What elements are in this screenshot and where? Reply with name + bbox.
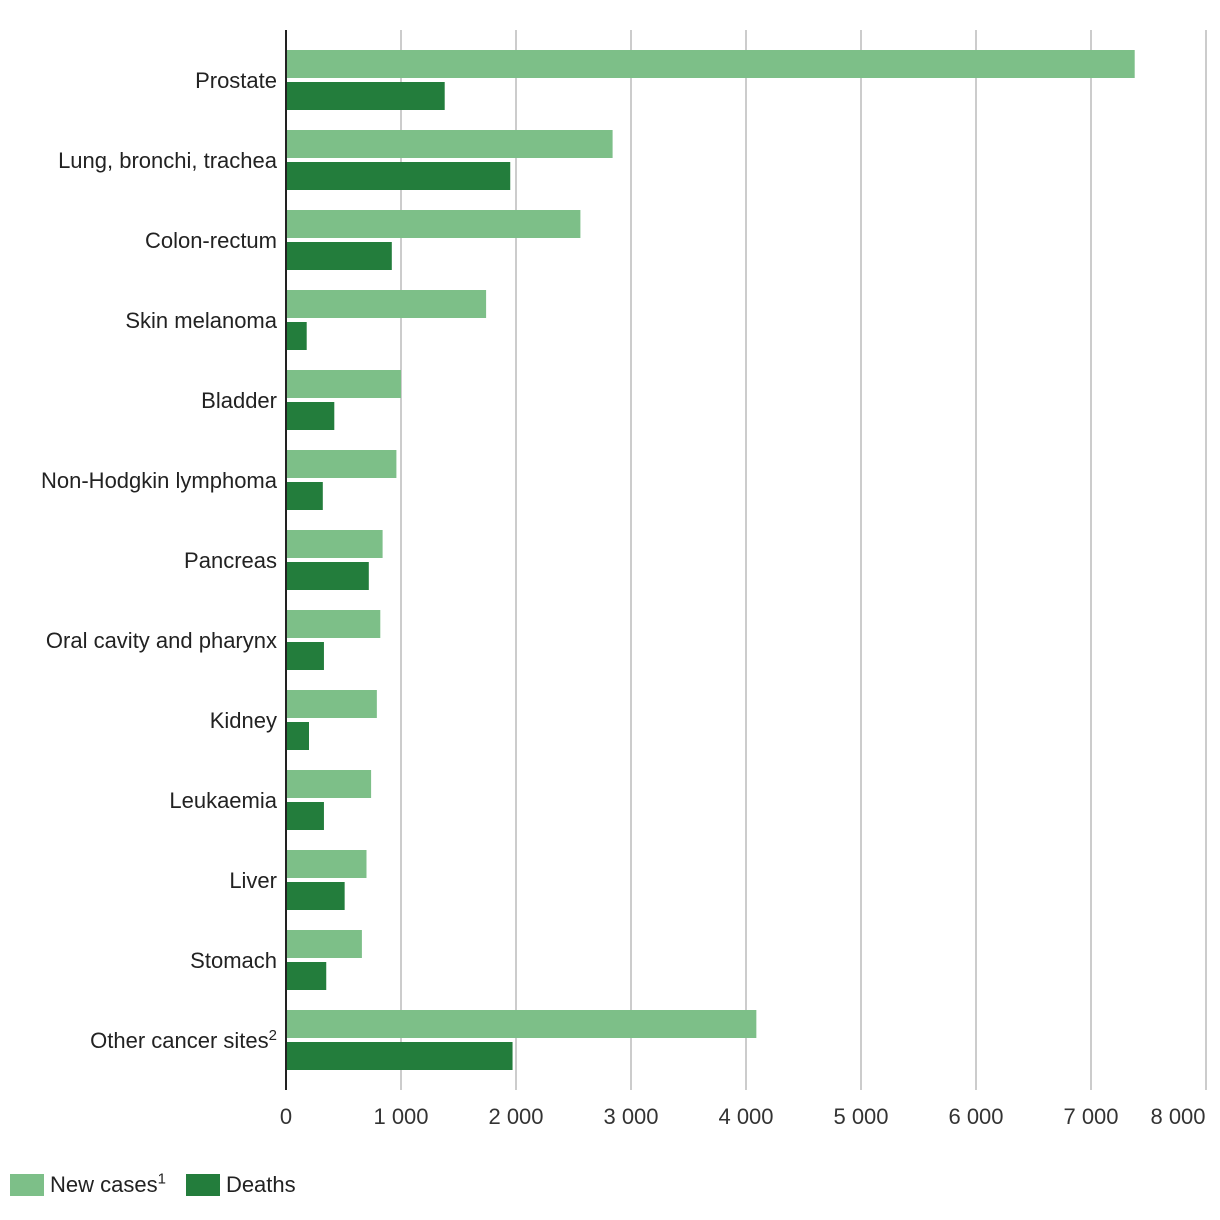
bar-new-cases: [286, 50, 1135, 78]
bar-deaths: [286, 882, 345, 910]
category-label: Kidney: [210, 708, 277, 733]
x-tick-label: 7 000: [1063, 1104, 1118, 1129]
category-label: Lung, bronchi, trachea: [58, 148, 278, 173]
bar-deaths: [286, 642, 324, 670]
bar-deaths: [286, 962, 327, 990]
bar-new-cases: [286, 210, 581, 238]
x-tick-label: 0: [280, 1104, 292, 1129]
category-label: Liver: [229, 868, 277, 893]
x-tick-label: 5 000: [833, 1104, 888, 1129]
category-label: Non-Hodgkin lymphoma: [41, 468, 278, 493]
bar-deaths: [286, 402, 335, 430]
bar-deaths: [286, 322, 307, 350]
category-label: Other cancer sites2: [90, 1027, 277, 1053]
category-label: Skin melanoma: [125, 308, 277, 333]
bar-new-cases: [286, 450, 397, 478]
bar-new-cases: [286, 610, 381, 638]
x-tick-label: 6 000: [948, 1104, 1003, 1129]
category-label: Pancreas: [184, 548, 277, 573]
category-label: Prostate: [195, 68, 277, 93]
x-tick-label: 4 000: [718, 1104, 773, 1129]
x-tick-label: 8 000: [1150, 1104, 1205, 1129]
bar-chart: Prostate Lung, bronchi, trachea Colon-rect…: [41, 30, 1207, 1129]
bar-new-cases: [286, 1010, 757, 1038]
bar-deaths: [286, 562, 369, 590]
bar-new-cases: [286, 290, 487, 318]
category-label: Colon-rectum: [145, 228, 277, 253]
legend-swatch-deaths: [185, 1174, 220, 1196]
bar-new-cases: [286, 850, 367, 878]
bar-deaths: [286, 722, 309, 750]
bar-deaths: [286, 802, 324, 830]
legend-swatch-new-cases: [10, 1174, 44, 1196]
bar-deaths: [286, 482, 323, 510]
bar-new-cases: [286, 130, 613, 158]
bar-new-cases: [286, 690, 377, 718]
legend: New cases1 Deaths: [10, 1172, 316, 1198]
bar-deaths: [286, 242, 392, 270]
category-label: Stomach: [190, 948, 277, 973]
x-tick-label: 3 000: [603, 1104, 658, 1129]
category-label: Bladder: [201, 388, 277, 413]
category-label: Leukaemia: [169, 788, 277, 813]
legend-label-deaths: Deaths: [225, 1172, 296, 1197]
bar-new-cases: [286, 770, 372, 798]
category-label: Oral cavity and pharynx: [46, 628, 277, 653]
legend-label-new-cases: New cases1: [50, 1170, 166, 1197]
bar-deaths: [286, 82, 445, 110]
bar-new-cases: [286, 370, 401, 398]
x-tick-label: 2 000: [488, 1104, 543, 1129]
legend-item-new-cases: New cases1: [10, 1172, 166, 1198]
bar-new-cases: [286, 930, 362, 958]
bar-deaths: [286, 1042, 513, 1070]
x-tick-label: 1 000: [373, 1104, 428, 1129]
bar-deaths: [286, 162, 511, 190]
legend-item-deaths: Deaths: [185, 1172, 296, 1198]
bar-new-cases: [286, 530, 383, 558]
